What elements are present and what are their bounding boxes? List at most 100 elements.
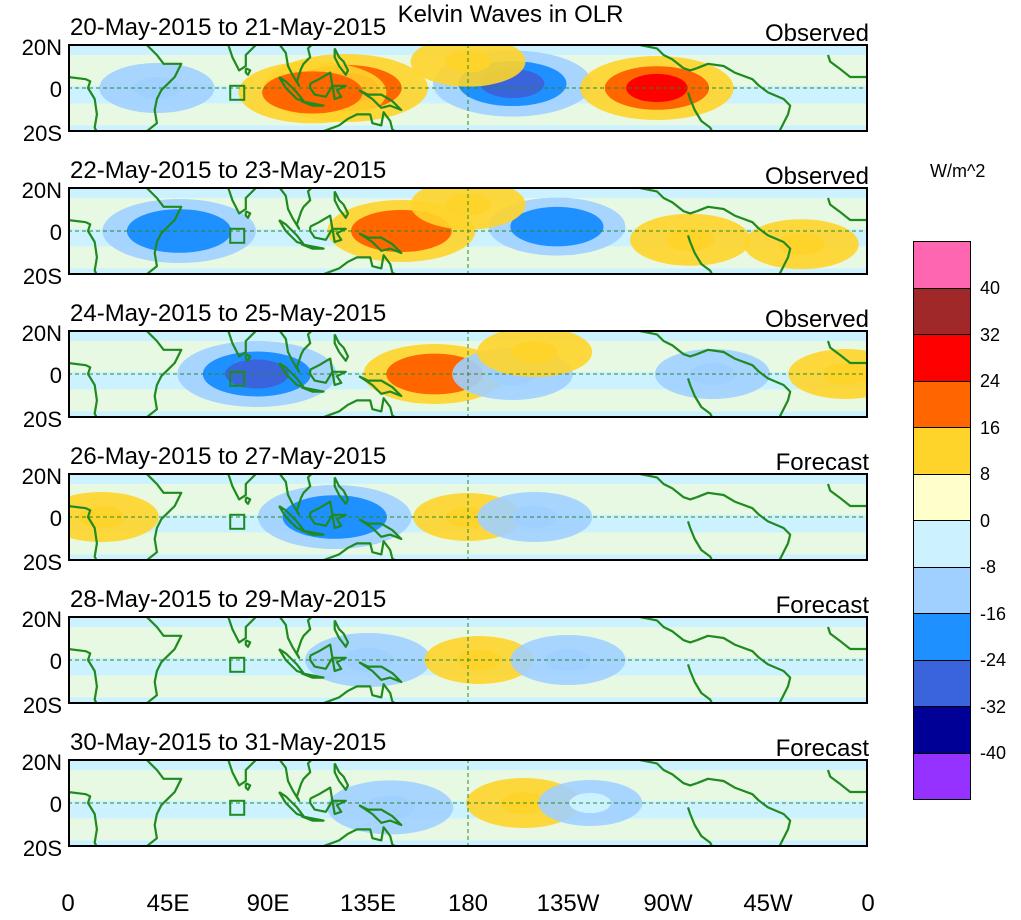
- coastline: [696, 777, 792, 845]
- coastline: [70, 505, 98, 559]
- coastline: [696, 634, 792, 702]
- coastline: [333, 190, 350, 219]
- x-tick-label: 0: [861, 890, 875, 917]
- coastline: [244, 67, 252, 76]
- coastline: [639, 332, 698, 358]
- coastline: [358, 89, 403, 112]
- colorbar-level-label: 16: [980, 417, 1001, 438]
- colorbar-box: [913, 520, 971, 568]
- coastline: [146, 475, 183, 559]
- x-tick-label: 135W: [536, 890, 600, 917]
- colorbar-level-label: 8: [980, 464, 991, 484]
- coastline: [331, 370, 347, 387]
- chart-title: Kelvin Waves in OLR: [397, 1, 624, 28]
- olr-map: [68, 330, 868, 418]
- anomaly-core: [371, 217, 431, 245]
- island-outline: [229, 84, 246, 101]
- anomaly-core: [148, 216, 210, 246]
- coastline: [323, 683, 396, 702]
- coastline: [331, 799, 347, 816]
- olr-map-svg: [70, 332, 866, 416]
- lat-label: 20S: [22, 407, 62, 432]
- anomaly-core: [529, 213, 585, 240]
- coastline: [309, 357, 334, 384]
- lat-label: 20N: [21, 607, 62, 632]
- coastline: [696, 348, 792, 416]
- coastline: [333, 476, 350, 505]
- olr-map-svg: [70, 761, 866, 845]
- coastline: [146, 46, 183, 130]
- lat-label: 20S: [22, 121, 62, 146]
- coastline: [244, 639, 252, 648]
- coastline: [279, 332, 312, 373]
- coastline: [309, 214, 334, 241]
- olr-map: [68, 616, 868, 704]
- coastline: [323, 254, 396, 273]
- lat-label: 20N: [21, 321, 62, 346]
- map-panel: 24-May-2015 to 25-May-2015 Observed 20N 0 20…: [0, 301, 1021, 443]
- anomaly-core: [365, 795, 416, 820]
- coastline: [300, 243, 325, 250]
- olr-map-svg: [70, 475, 866, 559]
- coastline: [333, 333, 350, 362]
- olr-map: [68, 187, 868, 275]
- coastline: [70, 791, 98, 845]
- x-tick-label: 180: [447, 890, 489, 917]
- anomaly-core: [569, 792, 612, 814]
- lat-label: 0: [49, 792, 62, 817]
- anomaly-core: [511, 506, 558, 528]
- colorbar-level-label: 24: [980, 371, 1001, 391]
- coastline: [244, 210, 252, 219]
- map-panel: 30-May-2015 to 31-May-2015 Forecast 20N 0 20…: [0, 730, 1021, 872]
- lat-label: 0: [49, 77, 62, 102]
- coastline: [309, 500, 334, 527]
- colorbar-box: [913, 613, 971, 661]
- coastline: [300, 386, 325, 393]
- coastline: [686, 92, 713, 130]
- coastline: [323, 397, 396, 416]
- colorbar-box: [913, 706, 971, 754]
- lat-label: 20S: [22, 693, 62, 718]
- x-tick-label: 90W: [643, 890, 693, 917]
- coastline: [331, 513, 347, 530]
- colorbar-level-label: -40: [980, 743, 1007, 763]
- lat-label: 20S: [22, 264, 62, 289]
- olr-map-svg: [70, 46, 866, 130]
- colorbar-box: [913, 380, 971, 428]
- map-panel: 20-May-2015 to 21-May-2015 Observed 20N 0 20…: [0, 15, 1021, 157]
- coastline: [639, 189, 698, 215]
- map-panel: 28-May-2015 to 29-May-2015 Forecast 20N 0 20…: [0, 587, 1021, 729]
- colorbar-level-label: -8: [980, 557, 997, 577]
- island-outline: [229, 227, 246, 244]
- anomaly-core: [822, 363, 866, 385]
- map-panel: 22-May-2015 to 23-May-2015 Observed 20N 0 20…: [0, 158, 1021, 300]
- colorbar-box: [913, 287, 971, 335]
- coastline: [146, 332, 183, 416]
- colorbar-box: [913, 659, 971, 707]
- lat-label: 20N: [21, 750, 62, 775]
- lat-label: 0: [49, 220, 62, 245]
- colorbar-box: [913, 566, 971, 614]
- island-outline: [229, 370, 246, 387]
- olr-map: [68, 759, 868, 847]
- coastline: [639, 46, 698, 72]
- x-tick-label: 90E: [246, 890, 290, 917]
- coastline: [244, 353, 252, 362]
- island-outline: [229, 799, 246, 816]
- colorbar-level-label: -32: [980, 696, 1007, 717]
- coastline: [639, 475, 698, 501]
- coastline: [333, 47, 350, 76]
- island-outline: [229, 513, 246, 530]
- panel-status: Observed: [764, 163, 869, 190]
- panel-date-range: 28-May-2015 to 29-May-2015: [70, 586, 387, 613]
- coastline: [686, 235, 713, 273]
- coastline: [244, 496, 252, 505]
- coastline: [696, 205, 792, 273]
- coastline: [300, 815, 325, 822]
- map-panel: 26-May-2015 to 27-May-2015 Forecast 20N 0 20…: [0, 444, 1021, 586]
- anomaly-core: [511, 341, 558, 363]
- coastline: [358, 375, 403, 398]
- panel-status: Forecast: [775, 592, 869, 619]
- panel-date-range: 24-May-2015 to 25-May-2015: [70, 300, 387, 327]
- coastline: [826, 769, 866, 794]
